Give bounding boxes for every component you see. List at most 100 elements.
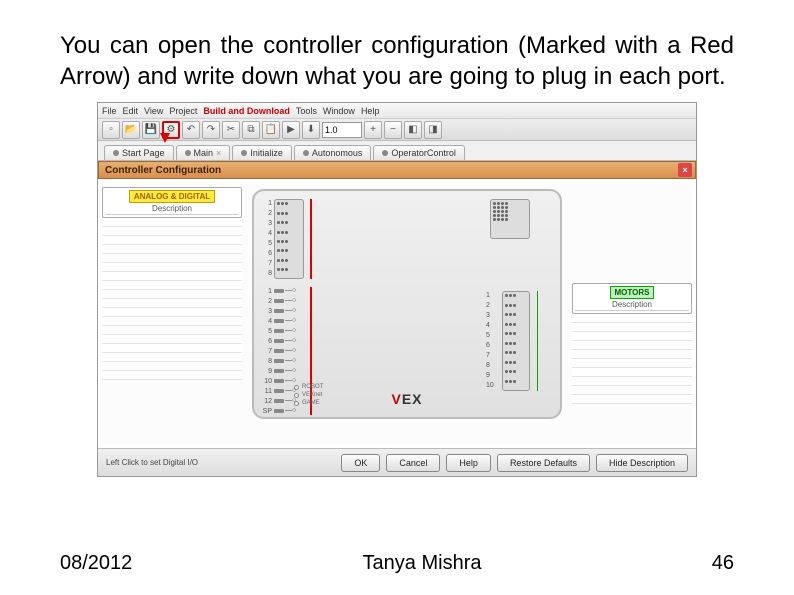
motor-row[interactable] [572, 332, 692, 341]
motor-row[interactable] [572, 314, 692, 323]
restore-defaults-button[interactable]: Restore Defaults [497, 454, 590, 472]
digital-io-switch[interactable]: —○ [274, 367, 296, 374]
digital-io-switch[interactable]: —○ [274, 397, 296, 404]
toolbar-misc-icon[interactable]: ◧ [404, 121, 422, 139]
cancel-button[interactable]: Cancel [386, 454, 440, 472]
ok-button[interactable]: OK [341, 454, 380, 472]
toolbar-undo-icon[interactable]: ↶ [182, 121, 200, 139]
status-leds: ROBOTVEXnetGAME [294, 383, 323, 407]
motor-port-block[interactable] [502, 291, 530, 391]
motors-heading: MOTORS [610, 286, 655, 299]
toolbar-download-icon[interactable]: ⬇ [302, 121, 320, 139]
slide-footer: 08/2012 Tanya Mishra 46 [60, 552, 734, 575]
intro-text: You can open the controller configuratio… [60, 30, 734, 92]
menu-help[interactable]: Help [361, 106, 380, 116]
tab-autonomous[interactable]: Autonomous [294, 145, 372, 160]
config-window: Controller Configuration × ANALOG & DIGI… [98, 161, 696, 448]
toolbar-save-icon[interactable]: 💾 [142, 121, 160, 139]
analog-digital-row[interactable] [102, 245, 242, 254]
toolbar-open-icon[interactable]: 📂 [122, 121, 140, 139]
hint-text: Left Click to set Digital I/O [106, 458, 198, 467]
motor-row[interactable] [572, 350, 692, 359]
digital-io-switch[interactable]: —○ [274, 377, 296, 384]
digital-io-switch[interactable]: —○ [274, 327, 296, 334]
toolbar-new-icon[interactable]: ▫ [102, 121, 120, 139]
digital-io-switch[interactable]: —○ [274, 307, 296, 314]
analog-digital-row[interactable] [102, 308, 242, 317]
menu-edit[interactable]: Edit [123, 106, 139, 116]
toolbar-misc2-icon[interactable]: ◨ [424, 121, 442, 139]
digital-io-switch[interactable]: —○ [274, 407, 296, 414]
menu-window[interactable]: Window [323, 106, 355, 116]
analog-digital-row[interactable] [102, 263, 242, 272]
tab-initialize[interactable]: Initialize [232, 145, 292, 160]
analog-digital-row[interactable] [102, 317, 242, 326]
digital-io-switch[interactable]: —○ [274, 387, 296, 394]
analog-digital-row[interactable] [102, 254, 242, 263]
footer-page: 46 [712, 552, 734, 575]
red-arrow-icon [160, 133, 170, 143]
menu-view[interactable]: View [144, 106, 163, 116]
menu-build-and-download[interactable]: Build and Download [203, 106, 290, 116]
analog-digital-heading: ANALOG & DIGITAL [129, 190, 215, 203]
analog-port-labels: 12345678 [258, 199, 272, 279]
analog-digital-row[interactable] [102, 281, 242, 290]
toolbar-redo-icon[interactable]: ↷ [202, 121, 220, 139]
analog-digital-desc: Description [105, 203, 239, 215]
menu-file[interactable]: File [102, 106, 117, 116]
analog-digital-panel: ANALOG & DIGITAL Description [102, 187, 242, 380]
analog-digital-row[interactable] [102, 299, 242, 308]
motor-line [537, 291, 539, 391]
config-title: Controller Configuration [105, 165, 221, 176]
digital-io-switch[interactable]: —○ [274, 347, 296, 354]
hide-description-button[interactable]: Hide Description [596, 454, 688, 472]
analog-digital-row[interactable] [102, 371, 242, 380]
analog-digital-row[interactable] [102, 218, 242, 227]
motor-port-labels: 12345678910 [486, 291, 498, 391]
config-titlebar: Controller Configuration × [98, 161, 696, 179]
motor-row[interactable] [572, 395, 692, 404]
tab-operatorcontrol[interactable]: OperatorControl [373, 145, 465, 160]
motor-row[interactable] [572, 359, 692, 368]
toolbar-paste-icon[interactable]: 📋 [262, 121, 280, 139]
menu-tools[interactable]: Tools [296, 106, 317, 116]
app-screenshot: File Edit View Project Build and Download Too… [97, 102, 697, 477]
tab-main[interactable]: Main × [176, 145, 231, 160]
toolbar-build-icon[interactable]: ▶ [282, 121, 300, 139]
i2c-port-block [490, 199, 530, 239]
analog-digital-row[interactable] [102, 335, 242, 344]
digital-io-switch[interactable]: —○ [274, 317, 296, 324]
toolbar-zoomout-icon[interactable]: − [384, 121, 402, 139]
motor-row[interactable] [572, 368, 692, 377]
analog-digital-row[interactable] [102, 353, 242, 362]
analog-digital-row[interactable] [102, 272, 242, 281]
help-button[interactable]: Help [446, 454, 491, 472]
motor-row[interactable] [572, 323, 692, 332]
toolbar-cut-icon[interactable]: ✂ [222, 121, 240, 139]
analog-digital-row[interactable] [102, 344, 242, 353]
footer-date: 08/2012 [60, 552, 132, 575]
footer-author: Tanya Mishra [363, 552, 482, 575]
motor-row[interactable] [572, 386, 692, 395]
menu-project[interactable]: Project [169, 106, 197, 116]
tab-start-page[interactable]: Start Page [104, 145, 174, 160]
analog-digital-row[interactable] [102, 326, 242, 335]
digital-io-switch[interactable]: —○ [274, 287, 296, 294]
toolbar-zoomin-icon[interactable]: + [364, 121, 382, 139]
motor-row[interactable] [572, 377, 692, 386]
zoom-input[interactable] [322, 122, 362, 138]
digital-io-switch[interactable]: —○ [274, 297, 296, 304]
digital-port-labels: 123456789101112SP [258, 287, 272, 417]
toolbar-copy-icon[interactable]: ⧉ [242, 121, 260, 139]
close-icon[interactable]: × [678, 163, 692, 177]
digital-io-switch[interactable]: —○ [274, 357, 296, 364]
digital-io-switch[interactable]: —○ [274, 337, 296, 344]
motor-row[interactable] [572, 341, 692, 350]
bottom-button-bar: Left Click to set Digital I/O OK Cancel … [98, 448, 696, 476]
analog-digital-row[interactable] [102, 236, 242, 245]
analog-digital-row[interactable] [102, 362, 242, 371]
vex-logo: VEX [391, 391, 422, 407]
analog-digital-row[interactable] [102, 227, 242, 236]
analog-port-block[interactable] [274, 199, 304, 279]
analog-digital-row[interactable] [102, 290, 242, 299]
